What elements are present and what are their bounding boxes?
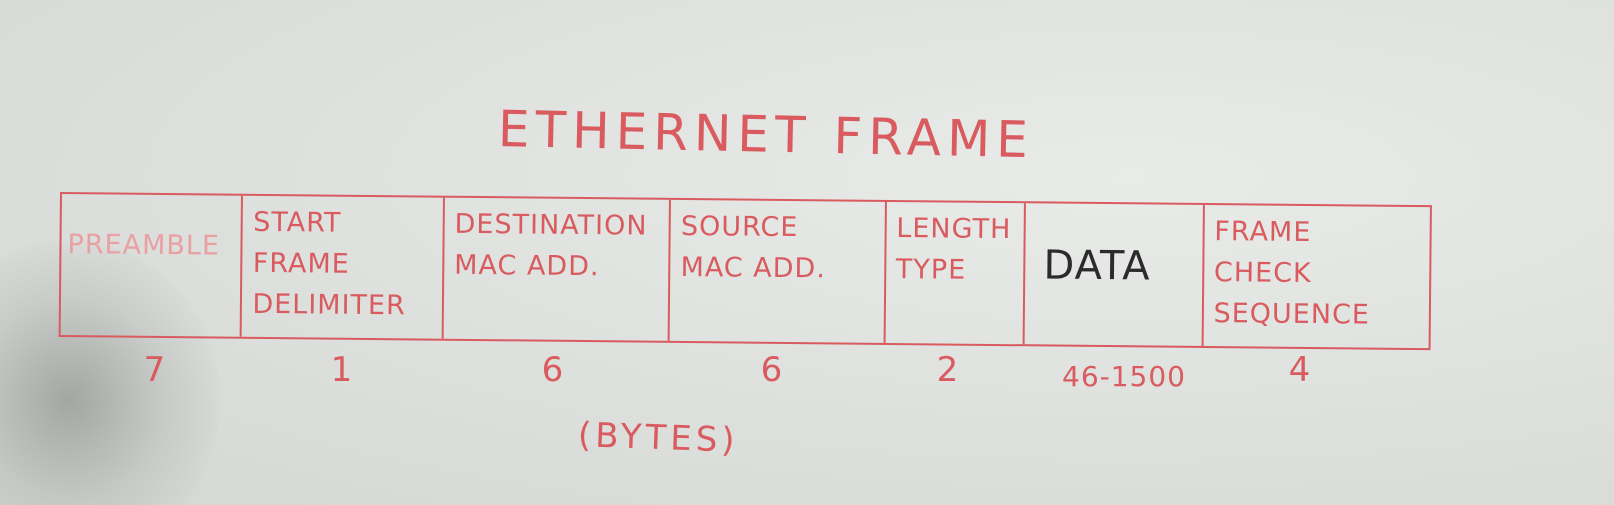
field-start-frame-delimiter: START FRAME DELIMITER	[242, 195, 445, 339]
field-label-start-frame-delimiter: START FRAME DELIMITER	[252, 206, 406, 322]
field-source-mac: SOURCE MAC ADD.	[669, 199, 887, 343]
field-label-data: DATA	[1043, 242, 1151, 290]
size-source-mac: 6	[760, 350, 784, 390]
field-frame-check-sequence: FRAME CHECK SEQUENCE	[1203, 205, 1430, 348]
field-label-length-type: LENGTH TYPE	[895, 213, 1012, 286]
size-data: 46-1500	[1062, 360, 1186, 393]
size-destination-mac: 6	[541, 350, 565, 390]
size-preamble: 7	[143, 350, 167, 390]
field-label-destination-mac: DESTINATION MAC ADD.	[454, 208, 648, 283]
field-destination-mac: DESTINATION MAC ADD.	[443, 197, 672, 341]
field-label-source-mac: SOURCE MAC ADD.	[680, 210, 827, 285]
field-preamble: PREAMBLE	[60, 194, 244, 337]
size-unit-label: (BYTES)	[577, 415, 740, 461]
size-length-type: 2	[936, 350, 960, 390]
size-frame-check-sequence: 4	[1288, 350, 1312, 390]
field-data: DATA	[1024, 203, 1205, 346]
field-label-preamble: PREAMBLE	[67, 229, 221, 262]
diagram-title: ETHERNET FRAME	[497, 100, 1035, 170]
frame-fields-table: PREAMBLE START FRAME DELIMITER DESTINATI…	[58, 192, 1432, 351]
size-start-frame-delimiter: 1	[330, 350, 354, 390]
field-label-frame-check-sequence: FRAME CHECK SEQUENCE	[1213, 216, 1371, 331]
field-length-type: LENGTH TYPE	[885, 201, 1027, 345]
